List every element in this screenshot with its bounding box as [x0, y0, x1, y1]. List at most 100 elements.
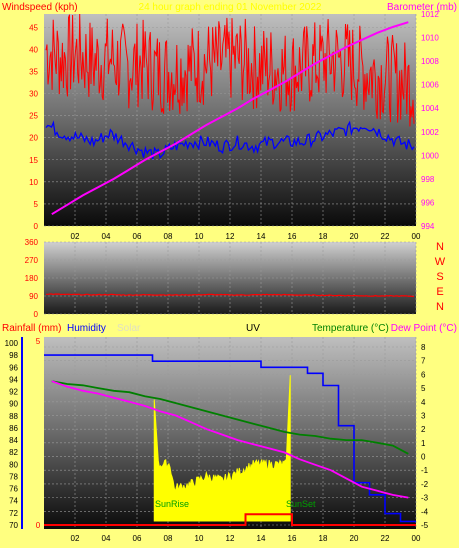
windspeed-tick-label: 40	[29, 45, 38, 54]
time-tick-label: 04	[102, 534, 111, 543]
windspeed-tick-label: 35	[29, 67, 38, 76]
wind-direction-line	[46, 293, 415, 298]
time-tick-label: 12	[226, 534, 235, 543]
humidity-tick-label: 84	[9, 436, 18, 445]
windspeed-tick-label: 5	[34, 200, 39, 209]
time-tick-label: 16	[288, 534, 297, 543]
temperature-line	[51, 380, 409, 455]
humidity-tick-label: 74	[9, 497, 18, 506]
humidity-ticks: 70 72 74 76 78 80 82 84 86 88 90 92 94 96 98 100	[5, 337, 23, 530]
humidity-tick-label: 90	[9, 400, 18, 409]
direction-tick-label: 270	[25, 256, 39, 265]
barometer-tick-label: 994	[421, 222, 435, 231]
time-tick-label: 18	[319, 534, 328, 543]
humidity-tick-label: 82	[9, 448, 18, 457]
humidity-tick-label: 80	[9, 460, 18, 469]
windspeed-tick-label: 0	[34, 222, 39, 231]
solar-axis-title: Solar	[117, 323, 141, 334]
compass-label: N	[436, 301, 444, 313]
windspeed-tick-label: 10	[29, 178, 38, 187]
windspeed-tick-label: 20	[29, 134, 38, 143]
barometer-axis-title: Barometer (mb)	[387, 2, 457, 13]
windspeed-tick-label: 25	[29, 112, 38, 121]
time-tick-label: 08	[164, 534, 173, 543]
temp-humidity-series	[44, 354, 416, 526]
temperature-tick-label: 4	[421, 398, 426, 407]
windspeed-tick-label: 45	[29, 23, 38, 32]
humidity-tick-label: 76	[9, 485, 18, 494]
direction-tick-label: 0	[34, 310, 39, 319]
time-tick-label: 22	[381, 232, 390, 241]
rain-zero-tick: 0	[36, 521, 41, 530]
time-tick-label: 08	[164, 232, 173, 241]
temperature-tick-label: 8	[421, 343, 426, 352]
temperature-tick-label: 0	[421, 453, 426, 462]
time-tick-label: 16	[288, 232, 297, 241]
temperature-tick-label: -3	[421, 494, 429, 503]
humidity-tick-label: 100	[5, 339, 19, 348]
rainfall-line	[44, 513, 416, 526]
humidity-tick-label: 72	[9, 509, 18, 518]
compass-label: S	[436, 271, 443, 283]
time-tick-label: 14	[257, 232, 266, 241]
time-tick-label: 00	[412, 232, 421, 241]
time-tick-label: 22	[381, 534, 390, 543]
chart-title: 24 hour graph ending 01 November 2022	[139, 2, 322, 13]
humidity-tick-label: 96	[9, 363, 18, 372]
dewpoint-axis-title: Dew Point (°C)	[391, 323, 457, 334]
humidity-tick-label: 88	[9, 412, 18, 421]
humidity-tick-label: 78	[9, 472, 18, 481]
humidity-tick-label: 70	[9, 521, 18, 530]
time-tick-label: 10	[195, 232, 204, 241]
time-tick-label: 02	[71, 232, 80, 241]
temperature-tick-label: -5	[421, 521, 429, 530]
wind-baro-series	[45, 13, 415, 216]
barometer-tick-label: 998	[421, 175, 435, 184]
temperature-tick-label: -2	[421, 480, 429, 489]
temperature-tick-label: 2	[421, 425, 426, 434]
barometer-ticks: 994 996 998 1000 1002 1004 1006 1008 1010 1012	[421, 10, 439, 231]
time-tick-label: 00	[412, 534, 421, 543]
dewpoint-line	[51, 380, 409, 499]
humidity-tick-label: 94	[9, 375, 18, 384]
wind-direction-grid	[44, 241, 417, 315]
time-tick-label: 04	[102, 232, 111, 241]
temperature-tick-label: 3	[421, 411, 426, 420]
barometer-tick-label: 1010	[421, 34, 439, 43]
temperature-tick-label: 5	[421, 384, 426, 393]
time-ticks-bottom: 02 04 06 08 10 12 14 16 18 20 22 00	[71, 534, 421, 543]
time-tick-label: 14	[257, 534, 266, 543]
barometer-tick-label: 996	[421, 198, 435, 207]
wind-baro-grid	[44, 14, 417, 227]
temperature-tick-label: 6	[421, 370, 426, 379]
barometer-tick-label: 1004	[421, 104, 439, 113]
time-tick-label: 20	[350, 534, 359, 543]
barometer-tick-label: 1006	[421, 81, 439, 90]
direction-tick-label: 90	[29, 292, 38, 301]
solar-area	[153, 375, 291, 522]
time-ticks-top: 02 04 06 08 10 12 14 16 18 20 22 00	[71, 232, 421, 241]
wind-direction-series	[46, 293, 415, 298]
time-tick-label: 20	[350, 232, 359, 241]
temperature-tick-label: 1	[421, 439, 426, 448]
time-tick-label: 12	[226, 232, 235, 241]
time-tick-label: 06	[133, 534, 142, 543]
humidity-tick-label: 98	[9, 351, 18, 360]
direction-tick-label: 180	[25, 274, 39, 283]
barometer-tick-label: 1008	[421, 57, 439, 66]
barometer-line	[51, 21, 409, 216]
compass-label: N	[436, 241, 444, 253]
temperature-tick-label: 7	[421, 357, 426, 366]
temperature-tick-label: -4	[421, 507, 429, 516]
barometer-tick-label: 1000	[421, 151, 439, 160]
temperature-axis-title: Temperature (°C)	[312, 323, 389, 334]
barometer-tick-label: 1012	[421, 10, 439, 19]
windspeed-tick-label: 30	[29, 90, 38, 99]
time-tick-label: 02	[71, 534, 80, 543]
humidity-tick-label: 86	[9, 424, 18, 433]
humidity-axis-title: Humidity	[67, 323, 106, 334]
sunrise-label: SunRise	[155, 499, 189, 509]
direction-tick-label: 360	[25, 238, 39, 247]
